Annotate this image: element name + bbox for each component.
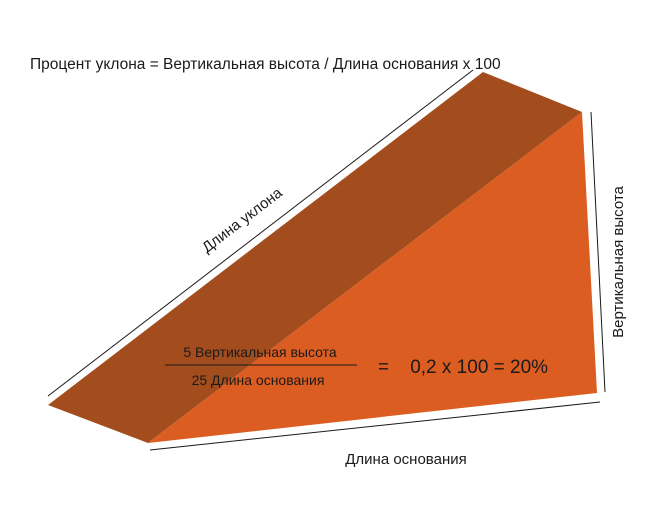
vertical-height-label: Вертикальная высота <box>610 185 627 337</box>
slope-length-line <box>47 69 474 397</box>
side-face <box>148 112 597 443</box>
formula-numerator: 5 Вертикальная высота <box>183 344 337 360</box>
formula-denominator: 25 Длина основания <box>192 372 325 388</box>
formula-result: = 0,2 x 100 = 20% <box>378 357 548 378</box>
slope-face <box>48 72 582 443</box>
vertical-height-line <box>590 111 606 393</box>
page-title: Процент уклона = Вертикальная высота / Д… <box>30 56 501 73</box>
base-length-label: Длина основания <box>345 451 466 468</box>
base-length-line <box>149 401 601 451</box>
